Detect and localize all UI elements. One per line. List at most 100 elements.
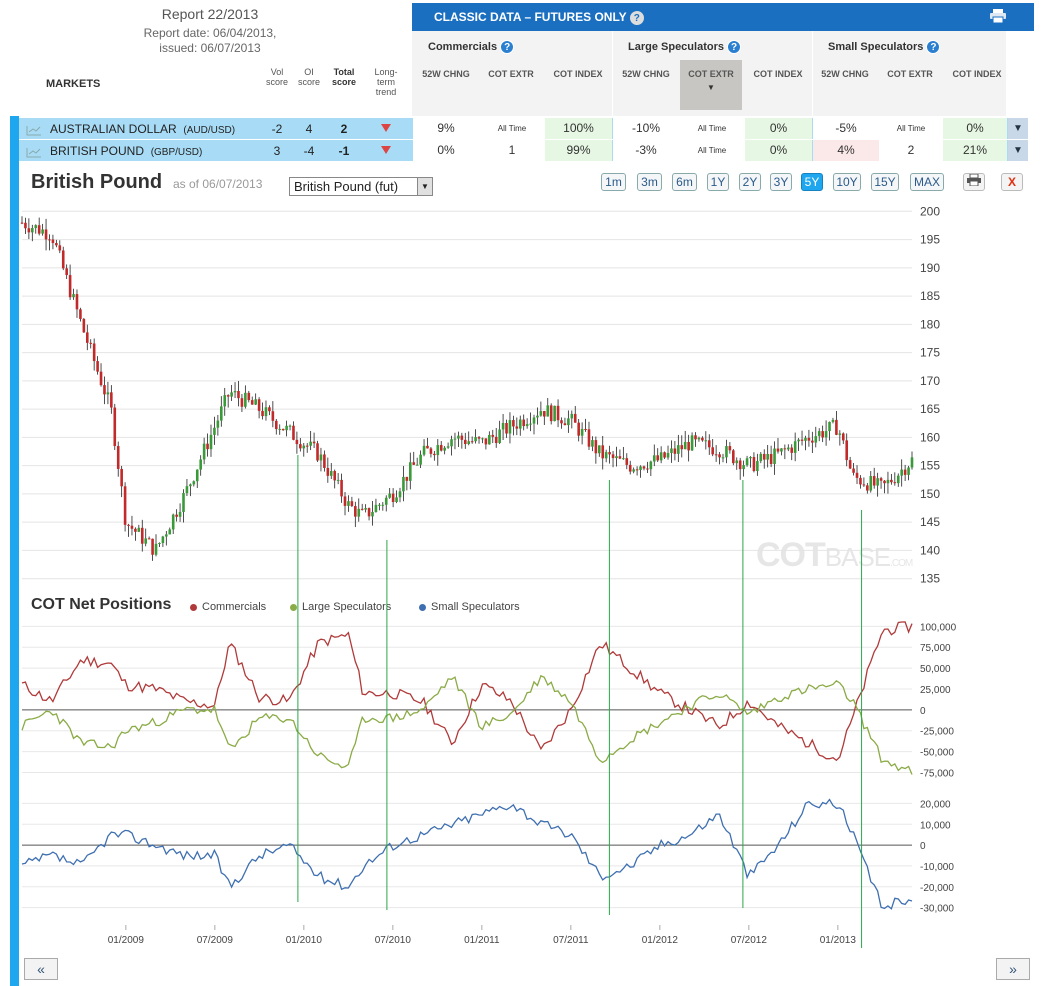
candle-body xyxy=(360,508,364,510)
legend-small-speculators[interactable]: Small Speculators xyxy=(419,601,520,613)
candle-body xyxy=(58,245,62,251)
range-10y-button[interactable]: 10Y xyxy=(833,173,861,191)
candle-body xyxy=(701,437,704,441)
help-icon[interactable]: ? xyxy=(727,40,742,54)
large-spec-group-header: Large Speculators ? xyxy=(628,40,742,54)
candle-body xyxy=(130,525,134,529)
scroll-right-button[interactable]: » xyxy=(996,958,1030,980)
expand-row-button[interactable]: ▼ xyxy=(1008,118,1028,139)
market-name[interactable]: AUSTRALIAN DOLLAR (AUD/USD) xyxy=(50,122,236,136)
candle-body xyxy=(587,429,591,447)
sort-cot-extr-selected[interactable]: COT EXTR ▼ xyxy=(680,60,742,110)
candle-body xyxy=(604,452,608,459)
candle-body xyxy=(742,465,745,470)
sort-cot-index[interactable]: COT INDEX xyxy=(753,69,803,79)
candle-body xyxy=(680,445,684,450)
candle-body xyxy=(728,446,732,451)
range-15y-button[interactable]: 15Y xyxy=(871,173,899,191)
candle-body xyxy=(652,455,656,462)
legend-dot-icon xyxy=(419,603,426,611)
y-tick-label: -50,000 xyxy=(920,748,954,759)
candle-body xyxy=(505,422,508,434)
candle-body xyxy=(866,485,869,491)
candle-body xyxy=(907,467,910,475)
print-icon[interactable] xyxy=(990,9,1006,24)
candle-body xyxy=(766,454,769,460)
range-3m-button[interactable]: 3m xyxy=(637,173,662,191)
candle-body xyxy=(694,435,697,440)
help-icon[interactable]: ? xyxy=(629,11,644,25)
close-chart-button[interactable]: X xyxy=(1001,173,1023,191)
candle-body xyxy=(543,411,546,417)
range-1y-button[interactable]: 1Y xyxy=(707,173,729,191)
sort-52w-chng[interactable]: 52W CHNG xyxy=(622,69,670,79)
legend-commercials[interactable]: Commercials xyxy=(190,601,266,613)
print-chart-button[interactable] xyxy=(963,173,985,191)
candle-body xyxy=(666,452,670,458)
range-2y-button[interactable]: 2Y xyxy=(739,173,761,191)
candle-body xyxy=(274,420,278,430)
candle-body xyxy=(470,441,474,443)
sort-cot-index[interactable]: COT INDEX xyxy=(952,69,1002,79)
range-6m-button[interactable]: 6m xyxy=(672,173,697,191)
candle-body xyxy=(27,228,31,233)
y-tick-label: 200 xyxy=(920,204,940,218)
data-cell: 0% xyxy=(745,118,812,139)
y-tick-label: -25,000 xyxy=(920,727,954,738)
candle-body xyxy=(450,439,453,447)
classic-data-banner xyxy=(412,3,1034,31)
scroll-left-button[interactable]: « xyxy=(24,958,58,980)
legend-large-speculators[interactable]: Large Speculators xyxy=(290,601,391,613)
data-cell: All Time xyxy=(679,118,745,139)
candle-body xyxy=(422,445,426,455)
x-tick-label: 01/2013 xyxy=(820,935,857,946)
candle-body xyxy=(800,439,804,441)
candle-body xyxy=(577,422,580,436)
x-tick-label: 01/2010 xyxy=(286,935,323,946)
y-tick-label: 150 xyxy=(920,487,940,501)
range-5y-button[interactable]: 5Y xyxy=(801,173,823,191)
candle-body xyxy=(910,457,914,468)
candle-body xyxy=(683,442,687,450)
series-large-speculators xyxy=(21,674,913,775)
candle-body xyxy=(876,478,879,486)
candle-body xyxy=(302,445,306,449)
candle-body xyxy=(752,457,756,472)
candle-body xyxy=(185,486,189,494)
y-tick-label: 50,000 xyxy=(920,664,951,675)
candle-body xyxy=(319,454,323,461)
candle-body xyxy=(453,438,457,440)
candle-body xyxy=(673,448,677,454)
candle-body xyxy=(525,424,529,427)
sort-cot-extr[interactable]: COT EXTR xyxy=(887,69,933,79)
candle-body xyxy=(663,452,666,458)
range-3y-button[interactable]: 3Y xyxy=(770,173,792,191)
expand-row-button[interactable]: ▼ xyxy=(1008,140,1028,161)
sort-cot-extr[interactable]: COT EXTR xyxy=(488,69,534,79)
market-name[interactable]: BRITISH POUND (GBP/USD) xyxy=(50,144,203,158)
sort-cot-index[interactable]: COT INDEX xyxy=(553,69,603,79)
mini-chart-icon[interactable] xyxy=(26,145,42,158)
candle-body xyxy=(790,447,794,453)
range-max-button[interactable]: MAX xyxy=(910,173,944,191)
candle-body xyxy=(704,440,708,442)
candle-body xyxy=(292,425,295,440)
y-tick-label: 160 xyxy=(920,430,940,444)
contract-select[interactable]: British Pound (fut) ▼ xyxy=(289,177,433,196)
sort-52w-chng[interactable]: 52W CHNG xyxy=(422,69,470,79)
range-1m-button[interactable]: 1m xyxy=(601,173,626,191)
help-icon[interactable]: ? xyxy=(926,40,941,54)
candle-body xyxy=(288,425,292,427)
help-icon[interactable]: ? xyxy=(500,40,515,54)
data-cell: All Time xyxy=(879,118,943,139)
candle-body xyxy=(378,504,381,506)
oi-score-header: OI score xyxy=(297,67,320,87)
candle-body xyxy=(491,434,495,437)
sort-52w-chng[interactable]: 52W CHNG xyxy=(821,69,869,79)
mini-chart-icon[interactable] xyxy=(26,123,42,136)
candle-body xyxy=(41,229,44,234)
trend-header: Long-term trend xyxy=(374,67,398,97)
total-score-header: Total score xyxy=(331,67,357,87)
candle-body xyxy=(426,445,429,449)
